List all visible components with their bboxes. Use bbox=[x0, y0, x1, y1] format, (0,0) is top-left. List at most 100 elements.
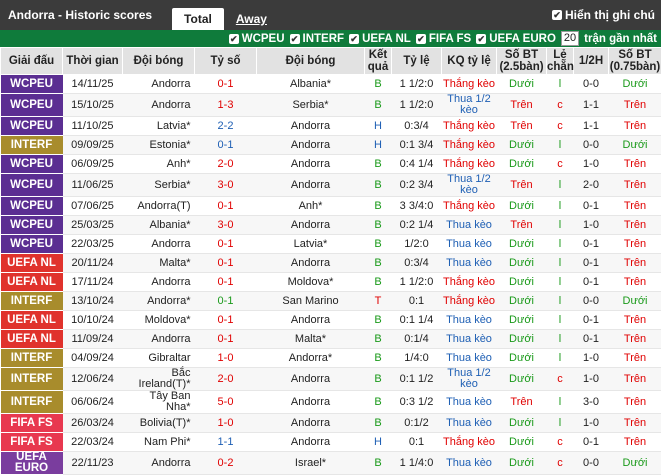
date: 26/03/24 bbox=[63, 414, 123, 433]
over-under-075: Dưới bbox=[609, 75, 661, 94]
odd-even: l bbox=[547, 254, 574, 273]
handicap-result: Thua kèo bbox=[442, 452, 497, 475]
filter-item[interactable]: ✔FIFA FS bbox=[416, 33, 471, 45]
handicap-result: Thua kèo bbox=[442, 349, 497, 368]
home-team: Bắc Ireland(T)* bbox=[123, 368, 195, 391]
league: WCPEU bbox=[1, 216, 63, 235]
half-time: 0-1 bbox=[574, 330, 609, 349]
score: 3-0 bbox=[195, 174, 257, 197]
tab[interactable]: Away bbox=[224, 8, 279, 30]
odd-even: c bbox=[547, 433, 574, 452]
date: 13/10/24 bbox=[63, 292, 123, 311]
odd-even: l bbox=[547, 235, 574, 254]
result: B bbox=[365, 174, 392, 197]
result: B bbox=[365, 155, 392, 174]
home-team: Andorra bbox=[123, 235, 195, 254]
handicap-result: Thắng kèo bbox=[442, 136, 497, 155]
odd-even: l bbox=[547, 273, 574, 292]
half-time: 0-0 bbox=[574, 292, 609, 311]
over-under-075: Dưới bbox=[609, 452, 661, 475]
result: B bbox=[365, 273, 392, 292]
tab[interactable]: Total bbox=[172, 8, 224, 30]
result: B bbox=[365, 452, 392, 475]
filter-bar: ✔WCPEU ✔INTERF ✔UEFA NL ✔FIFA FS ✔UEFA EURO 2… bbox=[0, 30, 661, 47]
column-header: Đội bóng bbox=[123, 48, 195, 75]
home-team: Andorra* bbox=[123, 292, 195, 311]
filter-label: INTERF bbox=[303, 33, 345, 45]
over-under: Dưới bbox=[497, 330, 547, 349]
over-under-075: Trên bbox=[609, 94, 661, 117]
league: WCPEU bbox=[1, 117, 63, 136]
score: 0-1 bbox=[195, 273, 257, 292]
odd-even: l bbox=[547, 414, 574, 433]
result: H bbox=[365, 433, 392, 452]
league: WCPEU bbox=[1, 197, 63, 216]
odd-even: l bbox=[547, 197, 574, 216]
handicap-result: Thua kèo bbox=[442, 254, 497, 273]
checkbox: ✔ bbox=[290, 34, 300, 44]
home-team: Albania* bbox=[123, 216, 195, 235]
score: 2-2 bbox=[195, 117, 257, 136]
count-select[interactable]: 20 bbox=[561, 31, 579, 46]
filter-item[interactable]: ✔UEFA NL bbox=[349, 33, 411, 45]
over-under-075: Trên bbox=[609, 155, 661, 174]
result: T bbox=[365, 292, 392, 311]
away-team: Malta* bbox=[257, 330, 365, 349]
score: 2-0 bbox=[195, 368, 257, 391]
handicap-result: Thắng kèo bbox=[442, 155, 497, 174]
filter-item[interactable]: ✔WCPEU bbox=[229, 33, 285, 45]
league: WCPEU bbox=[1, 174, 63, 197]
count-label: trận gần nhất bbox=[584, 33, 657, 45]
date: 10/10/24 bbox=[63, 311, 123, 330]
note-toggle[interactable]: ✔Hiển thị ghi chú bbox=[552, 8, 655, 22]
odd-even: l bbox=[547, 311, 574, 330]
odd-even: c bbox=[547, 155, 574, 174]
half-time: 0-1 bbox=[574, 197, 609, 216]
home-team: Andorra bbox=[123, 452, 195, 475]
home-team: Gibraltar bbox=[123, 349, 195, 368]
over-under: Dưới bbox=[497, 311, 547, 330]
home-team: Tây Ban Nha* bbox=[123, 391, 195, 414]
half-time: 0-1 bbox=[574, 311, 609, 330]
handicap-result: Thắng kèo bbox=[442, 75, 497, 94]
score: 3-0 bbox=[195, 216, 257, 235]
column-header: Lẻ chẵn bbox=[547, 48, 574, 75]
half-time: 1-0 bbox=[574, 155, 609, 174]
over-under: Trên bbox=[497, 94, 547, 117]
over-under-075: Trên bbox=[609, 391, 661, 414]
column-header: Giải đấu bbox=[1, 48, 63, 75]
over-under: Trên bbox=[497, 174, 547, 197]
league: INTERF bbox=[1, 136, 63, 155]
half-time: 0-1 bbox=[574, 433, 609, 452]
date: 25/03/25 bbox=[63, 216, 123, 235]
over-under-075: Trên bbox=[609, 273, 661, 292]
filter-item[interactable]: ✔UEFA EURO bbox=[476, 33, 556, 45]
handicap-result: Thua kèo bbox=[442, 391, 497, 414]
handicap-result: Thua kèo bbox=[442, 311, 497, 330]
handicap: 3 3/4:0 bbox=[392, 197, 442, 216]
handicap: 0:2 1/4 bbox=[392, 216, 442, 235]
home-team: Anh* bbox=[123, 155, 195, 174]
handicap-result: Thắng kèo bbox=[442, 273, 497, 292]
handicap: 0:3/4 bbox=[392, 117, 442, 136]
result: B bbox=[365, 75, 392, 94]
league: WCPEU bbox=[1, 75, 63, 94]
odd-even: l bbox=[547, 330, 574, 349]
half-time: 1-1 bbox=[574, 117, 609, 136]
handicap-result: Thua 1/2 kèo bbox=[442, 94, 497, 117]
over-under-075: Trên bbox=[609, 368, 661, 391]
handicap: 1/4:0 bbox=[392, 349, 442, 368]
filter-item[interactable]: ✔INTERF bbox=[290, 33, 345, 45]
half-time: 0-1 bbox=[574, 254, 609, 273]
date: 11/10/25 bbox=[63, 117, 123, 136]
over-under-075: Trên bbox=[609, 254, 661, 273]
